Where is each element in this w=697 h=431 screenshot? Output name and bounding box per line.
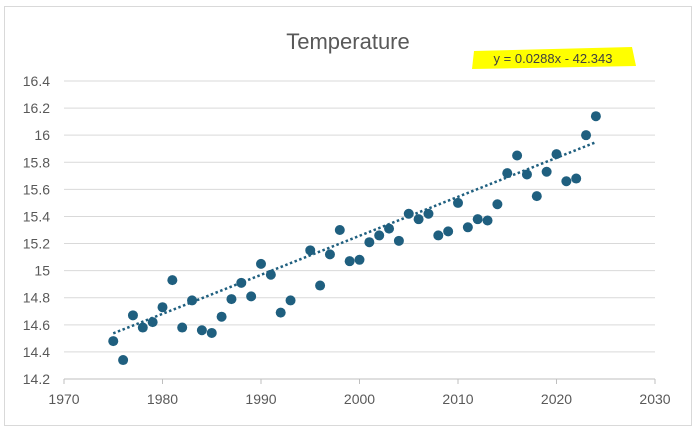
- data-point[interactable]: [275, 307, 286, 318]
- data-point[interactable]: [236, 277, 247, 288]
- data-point[interactable]: [561, 176, 572, 187]
- data-point[interactable]: [590, 111, 601, 122]
- data-point[interactable]: [512, 150, 523, 161]
- data-point[interactable]: [167, 275, 178, 286]
- data-point[interactable]: [521, 169, 532, 180]
- data-point[interactable]: [147, 317, 158, 328]
- y-tick-label: 16: [34, 127, 50, 143]
- data-point[interactable]: [541, 166, 552, 177]
- y-axis-tick-labels: 14.2 14.4 14.6 14.8 15 15.2 15.4 15.6 15.8 16 16.2…: [23, 73, 50, 387]
- data-point[interactable]: [443, 226, 454, 237]
- data-point[interactable]: [581, 130, 592, 141]
- data-point[interactable]: [177, 322, 188, 333]
- data-point[interactable]: [127, 310, 138, 321]
- data-point[interactable]: [423, 208, 434, 219]
- data-point[interactable]: [315, 280, 326, 291]
- x-tick-label: 1980: [147, 391, 178, 407]
- data-point[interactable]: [502, 168, 513, 179]
- data-point[interactable]: [472, 214, 483, 225]
- y-tick-label: 14.6: [23, 317, 50, 333]
- x-tick-label: 2020: [541, 391, 572, 407]
- data-point[interactable]: [285, 295, 296, 306]
- chart-title: Temperature: [286, 29, 410, 54]
- data-point[interactable]: [344, 256, 355, 267]
- data-point[interactable]: [187, 295, 198, 306]
- x-tick-label: 1970: [48, 391, 79, 407]
- data-point[interactable]: [246, 291, 257, 302]
- data-point[interactable]: [216, 311, 227, 322]
- data-point[interactable]: [137, 322, 148, 333]
- data-point[interactable]: [492, 199, 503, 210]
- data-point[interactable]: [364, 237, 375, 248]
- y-tick-label: 14.4: [23, 344, 50, 360]
- trendline-equation-label[interactable]: y = 0.0288x - 42.343: [472, 47, 636, 69]
- data-point[interactable]: [453, 197, 463, 208]
- data-point[interactable]: [305, 245, 316, 256]
- y-tick-label: 14.8: [23, 290, 50, 306]
- data-point[interactable]: [531, 191, 542, 202]
- x-tick-label: 2000: [344, 391, 375, 407]
- x-axis: [63, 379, 656, 384]
- y-tick-label: 14.2: [23, 371, 50, 387]
- data-point[interactable]: [433, 230, 444, 241]
- data-point[interactable]: [354, 254, 365, 265]
- x-tick-label: 1990: [245, 391, 276, 407]
- equation-text: y = 0.0288x - 42.343: [494, 51, 613, 66]
- y-tick-label: 15.4: [23, 208, 50, 224]
- data-point[interactable]: [384, 223, 395, 234]
- data-point[interactable]: [393, 235, 404, 246]
- x-tick-label: 2030: [639, 391, 670, 407]
- data-point[interactable]: [571, 173, 582, 184]
- data-point[interactable]: [265, 269, 276, 280]
- data-point[interactable]: [118, 355, 129, 366]
- y-tick-label: 15: [34, 263, 50, 279]
- data-point[interactable]: [157, 302, 168, 313]
- data-point[interactable]: [413, 214, 424, 225]
- data-point[interactable]: [256, 258, 266, 269]
- x-axis-tick-labels: 1970 1980 1990 2000 2010 2020 2030: [48, 391, 670, 407]
- y-tick-label: 16.2: [23, 100, 50, 116]
- data-point[interactable]: [226, 294, 237, 305]
- x-tick-label: 2010: [442, 391, 473, 407]
- data-point[interactable]: [206, 327, 217, 338]
- gridlines: [64, 80, 655, 380]
- data-point[interactable]: [403, 208, 414, 219]
- data-point[interactable]: [196, 325, 207, 336]
- data-point[interactable]: [482, 215, 493, 226]
- data-point[interactable]: [108, 336, 119, 347]
- data-point[interactable]: [374, 230, 385, 241]
- y-tick-label: 16.4: [23, 73, 50, 89]
- data-point[interactable]: [324, 249, 335, 260]
- data-points: [108, 111, 601, 366]
- data-point[interactable]: [551, 149, 562, 160]
- y-tick-label: 15.8: [23, 154, 50, 170]
- data-point[interactable]: [462, 222, 473, 233]
- y-tick-label: 15.2: [23, 236, 50, 252]
- data-point[interactable]: [334, 225, 345, 235]
- y-tick-label: 15.6: [23, 181, 50, 197]
- equation-highlight: [472, 47, 636, 69]
